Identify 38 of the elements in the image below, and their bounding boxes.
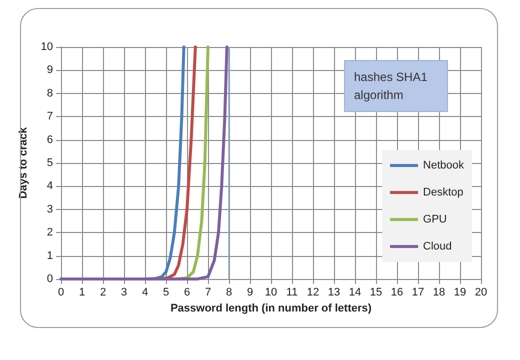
legend-label: Netbook <box>423 160 464 172</box>
x-tick-label: 19 <box>454 286 466 298</box>
text: hashes SHA1 algorithm <box>354 70 431 102</box>
y-tick-label: 7 <box>46 110 53 123</box>
x-tick-label: 11 <box>286 286 298 298</box>
y-tick-label: 9 <box>46 64 53 76</box>
x-axis-title: Password length (in number of letters) <box>170 302 372 314</box>
x-tick-label: 20 <box>474 286 488 298</box>
x-tick-label: 17 <box>412 286 424 298</box>
y-tick-label: 5 <box>46 157 53 169</box>
legend-label: GPU <box>423 214 447 226</box>
y-tick-label: 10 <box>40 41 53 53</box>
x-tick-label: 9 <box>246 286 254 298</box>
y-tick-label: 0 <box>46 273 53 285</box>
x-tick-label: 7 <box>204 286 212 298</box>
x-tick-label: 13 <box>328 286 340 298</box>
y-tick-label: 8 <box>46 87 53 100</box>
x-tick-label: 0 <box>58 286 64 298</box>
legend-label: Desktop <box>423 186 464 198</box>
x-tick-label: 18 <box>432 286 446 298</box>
x-tick-label: 3 <box>120 286 128 298</box>
x-tick-label: 2 <box>100 286 106 298</box>
x-tick-label: 5 <box>162 286 170 298</box>
x-tick-label: 1 <box>78 286 86 298</box>
x-tick-label: 16 <box>390 286 404 298</box>
y-tick-label: 6 <box>46 134 53 146</box>
y-tick-label: 2 <box>46 226 53 239</box>
y-tick-label: 1 <box>46 250 53 262</box>
x-tick-label: 10 <box>264 286 278 298</box>
x-tick-label: 14 <box>348 286 362 298</box>
x-tick-label: 4 <box>142 286 148 298</box>
y-tick-label: 3 <box>46 203 53 216</box>
y-tick-label: 4 <box>46 180 53 192</box>
x-tick-label: 6 <box>184 286 190 298</box>
legend-label: Cloud <box>423 240 452 252</box>
x-tick-label: 15 <box>370 286 382 298</box>
x-tick-label: 12 <box>306 286 320 298</box>
x-tick-label: 8 <box>226 286 232 298</box>
